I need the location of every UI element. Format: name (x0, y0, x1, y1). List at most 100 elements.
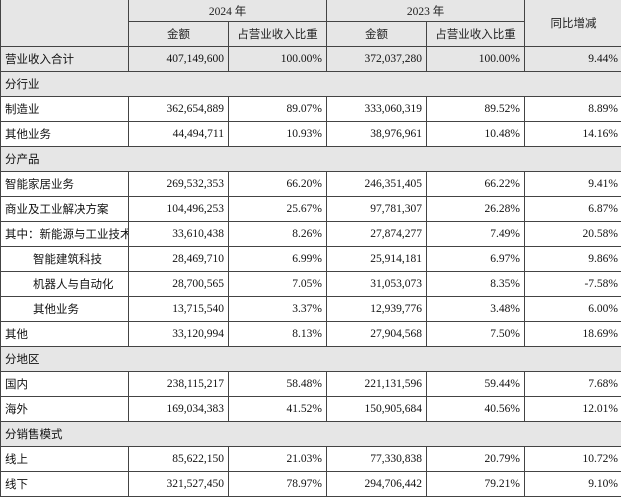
value-cell: 7.68% (524, 371, 621, 397)
value-cell: 26.28% (426, 196, 525, 222)
value-cell: 77,330,838 (326, 446, 427, 472)
section-row: 分行业 (0, 71, 621, 97)
value-cell: 33,610,438 (128, 221, 229, 247)
row-label: 线下 (0, 471, 129, 497)
value-cell: 9.10% (524, 471, 621, 497)
value-cell: 6.97% (426, 246, 525, 272)
value-cell: 150,905,684 (326, 396, 427, 422)
data-row: 线下 321,527,450 78.97% 294,706,442 79.21% 9.10… (0, 471, 621, 497)
value-cell: 20.58% (524, 221, 621, 247)
value-cell: 12,939,776 (326, 296, 427, 322)
row-label: 分行业 (0, 71, 621, 97)
value-cell: 238,115,217 (128, 371, 229, 397)
value-cell: 33,120,994 (128, 321, 229, 347)
value-cell: 372,037,280 (326, 46, 427, 72)
value-cell: 12.01% (524, 396, 621, 422)
value-cell: 25.67% (228, 196, 327, 222)
data-row: 其他 33,120,994 8.13% 27,904,568 7.50% 18.69% (0, 321, 621, 347)
row-label: 其他业务 (0, 121, 129, 147)
value-cell: 9.86% (524, 246, 621, 272)
row-label: 其他 (0, 321, 129, 347)
value-cell: 9.44% (524, 46, 621, 72)
value-cell: 66.20% (228, 171, 327, 197)
value-cell: 7.05% (228, 271, 327, 297)
value-cell: 8.13% (228, 321, 327, 347)
header-row: 2024 年 2023 年 同比增减 (0, 0, 621, 47)
row-label: 国内 (0, 371, 129, 397)
data-row: 智能家居业务 269,532,353 66.20% 246,351,405 66.22%… (0, 171, 621, 197)
section-row: 分产品 (0, 146, 621, 172)
header-cell: 2023 年 (326, 0, 525, 22)
value-cell: 58.48% (228, 371, 327, 397)
header-cell: 同比增减 (524, 0, 621, 47)
data-row: 其他业务 13,715,540 3.37% 12,939,776 3.48% 6.00% (0, 296, 621, 322)
value-cell: 18.69% (524, 321, 621, 347)
row-label: 分地区 (0, 346, 621, 372)
row-label: 分销售模式 (0, 421, 621, 447)
section-row: 分地区 (0, 346, 621, 372)
header-cell: 占营业收入比重 (228, 21, 327, 47)
data-row: 其他业务 44,494,711 10.93% 38,976,961 10.48% 14.1… (0, 121, 621, 147)
header-cell: 2024 年 (128, 0, 327, 22)
value-cell: 6.99% (228, 246, 327, 272)
value-cell: 27,874,277 (326, 221, 427, 247)
section-row: 分销售模式 (0, 421, 621, 447)
row-label: 线上 (0, 446, 129, 472)
value-cell: 21.03% (228, 446, 327, 472)
data-row: 商业及工业解决方案 104,496,253 25.67% 97,781,307 26.2… (0, 196, 621, 222)
value-cell: 20.79% (426, 446, 525, 472)
value-cell: 246,351,405 (326, 171, 427, 197)
data-row: 线上 85,622,150 21.03% 77,330,838 20.79% 10.72% (0, 446, 621, 472)
value-cell: 8.26% (228, 221, 327, 247)
value-cell: 89.52% (426, 96, 525, 122)
header-cell: 金额 (128, 21, 229, 47)
header-cell (0, 0, 129, 47)
data-row: 其中：新能源与工业技术 33,610,438 8.26% 27,874,277 7.49… (0, 221, 621, 247)
header-cell: 金额 (326, 21, 427, 47)
value-cell: 333,060,319 (326, 96, 427, 122)
value-cell: 14.16% (524, 121, 621, 147)
value-cell: 9.41% (524, 171, 621, 197)
value-cell: 13,715,540 (128, 296, 229, 322)
value-cell: 100.00% (228, 46, 327, 72)
value-cell: 85,622,150 (128, 446, 229, 472)
value-cell: 28,469,710 (128, 246, 229, 272)
value-cell: 89.07% (228, 96, 327, 122)
value-cell: 97,781,307 (326, 196, 427, 222)
row-label: 营业收入合计 (0, 46, 129, 72)
value-cell: -7.58% (524, 271, 621, 297)
value-cell: 6.00% (524, 296, 621, 322)
data-row: 机器人与自动化 28,700,565 7.05% 31,053,073 8.35% -7.… (0, 271, 621, 297)
row-label: 商业及工业解决方案 (0, 196, 129, 222)
value-cell: 8.35% (426, 271, 525, 297)
value-cell: 40.56% (426, 396, 525, 422)
header-cell: 占营业收入比重 (426, 21, 525, 47)
value-cell: 100.00% (426, 46, 525, 72)
row-label: 制造业 (0, 96, 129, 122)
value-cell: 362,654,889 (128, 96, 229, 122)
value-cell: 78.97% (228, 471, 327, 497)
data-row: 海外 169,034,383 41.52% 150,905,684 40.56% 12.0… (0, 396, 621, 422)
row-label: 智能家居业务 (0, 171, 129, 197)
value-cell: 169,034,383 (128, 396, 229, 422)
value-cell: 321,527,450 (128, 471, 229, 497)
row-label: 其中：新能源与工业技术 (0, 221, 129, 247)
row-label: 智能建筑科技 (0, 246, 129, 272)
value-cell: 3.37% (228, 296, 327, 322)
value-cell: 3.48% (426, 296, 525, 322)
value-cell: 59.44% (426, 371, 525, 397)
value-cell: 44,494,711 (128, 121, 229, 147)
value-cell: 269,532,353 (128, 171, 229, 197)
value-cell: 25,914,181 (326, 246, 427, 272)
data-row: 营业收入合计 407,149,600 100.00% 372,037,280 100.0… (0, 46, 621, 72)
row-label: 海外 (0, 396, 129, 422)
row-label: 机器人与自动化 (0, 271, 129, 297)
value-cell: 10.72% (524, 446, 621, 472)
value-cell: 104,496,253 (128, 196, 229, 222)
value-cell: 7.49% (426, 221, 525, 247)
row-label: 其他业务 (0, 296, 129, 322)
value-cell: 407,149,600 (128, 46, 229, 72)
value-cell: 221,131,596 (326, 371, 427, 397)
